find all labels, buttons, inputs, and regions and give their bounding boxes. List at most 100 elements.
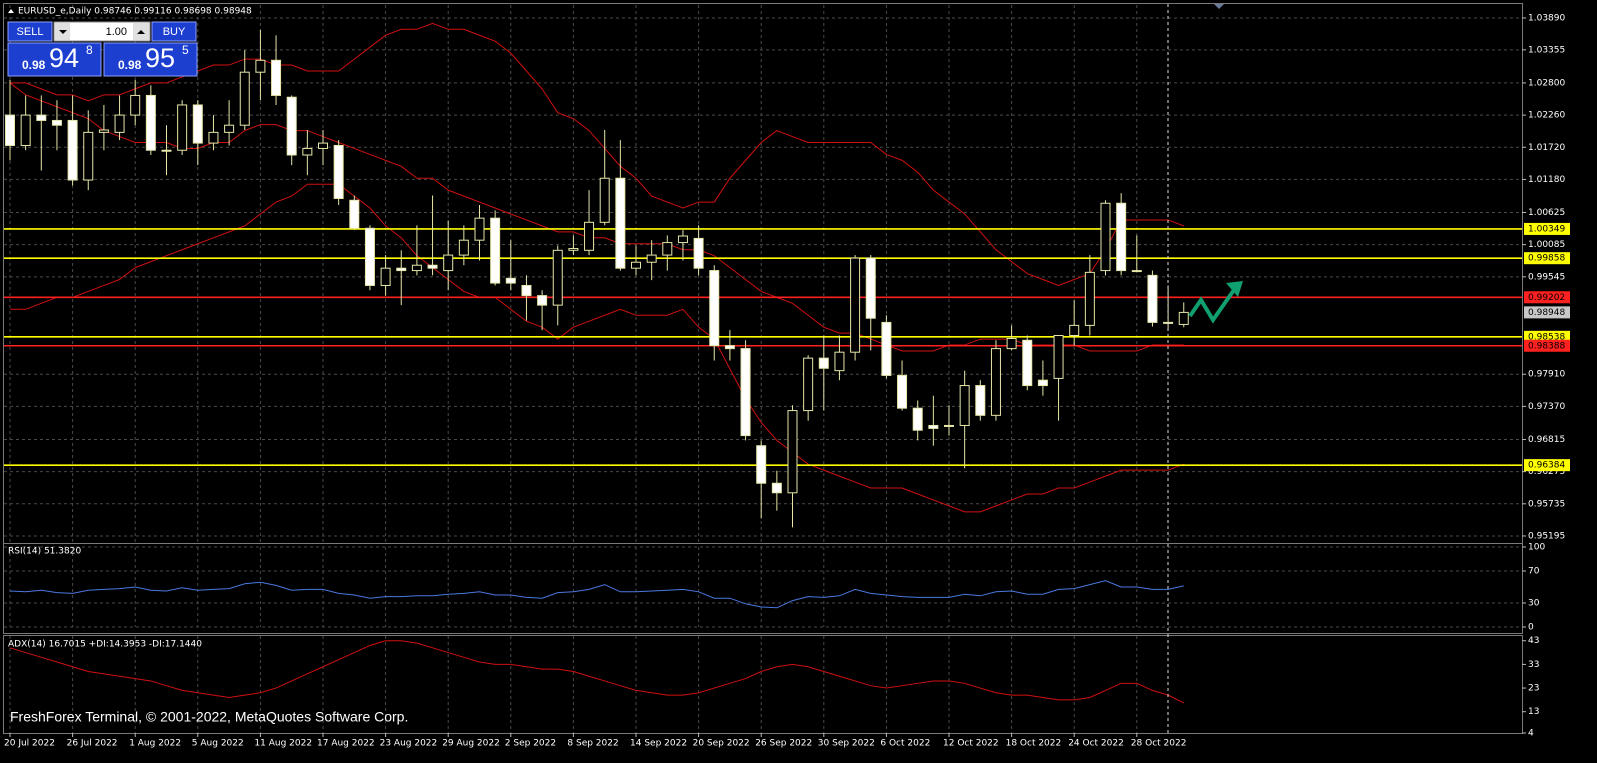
y-tick-label: 4 xyxy=(1528,729,1534,739)
candle-body xyxy=(584,221,595,251)
current-price-box xyxy=(1524,306,1570,319)
candle-body xyxy=(239,71,250,126)
volume-value: 1.00 xyxy=(106,26,127,38)
volume-field[interactable] xyxy=(53,21,151,42)
y-tick-label: 1.03890 xyxy=(1528,13,1565,23)
level-label-box xyxy=(1524,291,1570,304)
candle-body xyxy=(912,407,923,431)
candle-body xyxy=(5,114,15,146)
candle-body xyxy=(1147,274,1158,323)
sell-button[interactable] xyxy=(7,21,53,42)
candle-body xyxy=(756,445,767,484)
candle-body xyxy=(615,177,626,269)
x-tick-label: 28 Oct 2022 xyxy=(1131,739,1187,749)
current-price-label: 0.98948 xyxy=(1528,308,1565,318)
plot-layers: 1.03890 1.03355 1.02800 1.02260 1.01720 1.011… xyxy=(4,5,1570,749)
candle-body xyxy=(1037,379,1048,387)
x-tick-label: 26 Sep 2022 xyxy=(755,739,812,749)
y-tick-label: 1.00085 xyxy=(1528,240,1565,250)
buy-prefix: 0.98 xyxy=(118,58,142,72)
candle-body xyxy=(1006,337,1017,350)
up-icon xyxy=(137,30,145,34)
level-label-box xyxy=(1524,222,1570,235)
down-icon xyxy=(59,30,67,34)
buy-label: BUY xyxy=(163,26,186,38)
frames xyxy=(3,3,1523,734)
level-label: 0.96384 xyxy=(1528,461,1565,471)
candle-body xyxy=(1100,202,1111,272)
candle-body xyxy=(83,131,94,181)
footer: FreshForex Terminal, © 2001-2022, MetaQu… xyxy=(10,709,408,725)
candle-body xyxy=(224,124,235,133)
x-tick-label: 11 Aug 2022 xyxy=(254,739,312,749)
candle-body xyxy=(537,295,548,306)
candle-body xyxy=(709,270,720,347)
candle-body xyxy=(474,217,485,241)
candle-body xyxy=(271,59,282,96)
y-tick-label: 23 xyxy=(1528,684,1539,694)
candle-body xyxy=(490,217,501,284)
candle-body xyxy=(318,142,328,149)
candle-body xyxy=(975,385,986,416)
y-tick-label: 0.95195 xyxy=(1528,531,1565,541)
x-tick-label: 20 Jul 2022 xyxy=(4,739,55,749)
candle-body xyxy=(98,129,109,133)
candle-body xyxy=(255,59,266,73)
candle-body xyxy=(1116,202,1127,272)
band-line xyxy=(10,22,1184,287)
candle-body xyxy=(771,482,782,494)
candle-body xyxy=(411,264,422,272)
x-tick-label: 29 Aug 2022 xyxy=(442,739,500,749)
candle-body xyxy=(458,239,469,256)
sell-sup: 8 xyxy=(86,43,93,57)
candle-body xyxy=(740,348,751,437)
candle-body xyxy=(787,410,798,494)
rsi-frame xyxy=(3,543,1523,634)
candle-body xyxy=(646,254,657,263)
candle-body xyxy=(944,424,954,427)
x-tick-label: 30 Sep 2022 xyxy=(818,739,875,749)
buy-big: 95 xyxy=(145,43,175,73)
y-tick-label: 0 xyxy=(1528,623,1534,633)
buy-price-box[interactable] xyxy=(103,42,198,77)
y-tick-label: 43 xyxy=(1528,636,1539,646)
y-tick-label: 0.97910 xyxy=(1528,370,1565,380)
y-tick-label: 1.02800 xyxy=(1528,78,1565,88)
y-tick-label: 0.97370 xyxy=(1528,402,1565,412)
panel-title: ADX(14) 16.7015 +DI:14.3953 -DI:17.1440 xyxy=(8,640,202,650)
trade-panel: SELL 1.00 BUY 0.98 94 8 0.98 95 5 xyxy=(7,21,198,77)
y-tick-label: 100 xyxy=(1528,543,1545,553)
y-tick-label: 33 xyxy=(1528,660,1539,670)
candle-body xyxy=(1069,324,1080,337)
x-tick-label: 12 Oct 2022 xyxy=(943,739,999,749)
y-tick-label: 1.03355 xyxy=(1528,45,1565,55)
x-tick-label: 17 Aug 2022 xyxy=(317,739,375,749)
candle-body xyxy=(161,149,172,152)
level-label-box xyxy=(1524,459,1570,472)
indicator-line xyxy=(9,580,1184,609)
candle-body xyxy=(568,248,579,251)
x-tick-label: 2 Sep 2022 xyxy=(505,739,556,749)
sell-price-box[interactable] xyxy=(7,42,102,77)
candle-body xyxy=(1084,271,1095,326)
candle-body xyxy=(928,424,939,429)
candle-body xyxy=(286,96,297,156)
level-label: 0.99858 xyxy=(1528,254,1565,264)
candle-body xyxy=(67,119,78,181)
sell-prefix: 0.98 xyxy=(22,58,46,72)
x-tick-label: 1 Aug 2022 xyxy=(129,739,181,749)
candle-body xyxy=(364,227,375,286)
y-tick-label: 0.96815 xyxy=(1528,435,1565,445)
y-tick-label: 30 xyxy=(1528,599,1540,609)
adx-frame xyxy=(3,635,1523,734)
candle-body xyxy=(990,348,1001,416)
level-label: 0.99202 xyxy=(1528,293,1565,303)
x-tick-label: 26 Jul 2022 xyxy=(67,739,118,749)
candle-body xyxy=(114,114,125,133)
collapse-icon[interactable] xyxy=(8,9,14,13)
candle-body xyxy=(380,267,391,286)
buy-button[interactable] xyxy=(151,21,197,42)
y-tick-label: 1.00625 xyxy=(1528,208,1565,218)
band-line xyxy=(9,82,1184,352)
